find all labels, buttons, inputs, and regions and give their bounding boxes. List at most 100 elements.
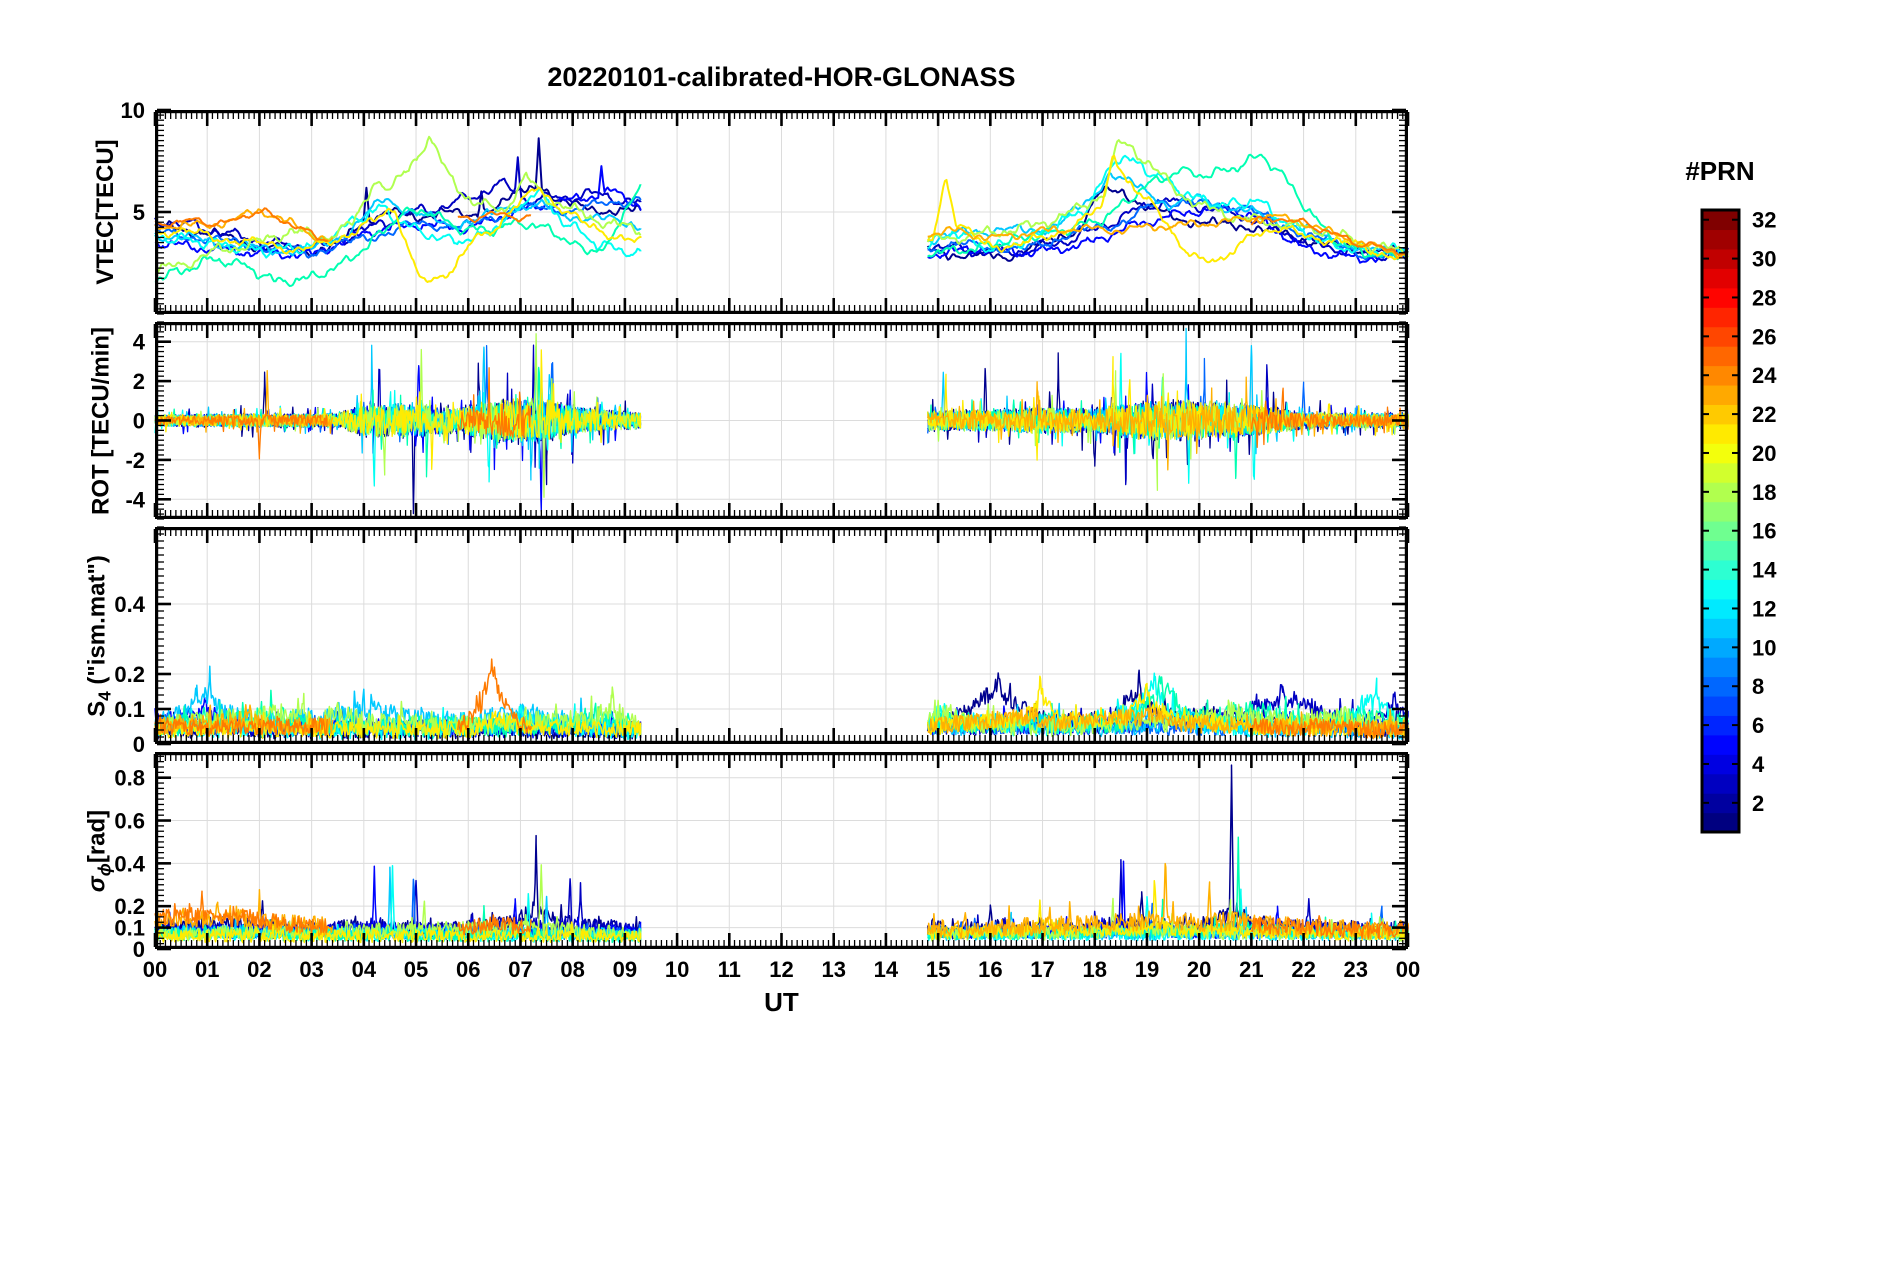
x-tick-label: 11 (717, 957, 741, 982)
colorbar-tick-label: 8 (1752, 674, 1764, 699)
y-tick-label: 0 (133, 409, 145, 434)
colorbar-tick-label: 4 (1752, 752, 1765, 777)
y-axis-label-sig: σϕ[rad] (81, 752, 114, 949)
colorbar-cell (1702, 540, 1739, 561)
colorbar-cell (1702, 754, 1739, 775)
colorbar-cell (1702, 346, 1739, 367)
x-tick-label: 13 (821, 957, 846, 982)
colorbar-tick-label: 16 (1752, 519, 1776, 544)
x-tick-label: 23 (1343, 957, 1369, 982)
series-prn-23 (154, 208, 1409, 260)
vtec-plot-panel: 10 5 (121, 98, 1410, 315)
colorbar-cell (1702, 423, 1739, 444)
colorbar-cell (1702, 521, 1739, 542)
colorbar-cell (1702, 462, 1739, 483)
colorbar-cell (1702, 618, 1739, 639)
y-axis-label-part: VTEC[TECU] (92, 139, 119, 285)
y-tick-label: 0 (133, 732, 145, 757)
colorbar-tick-label: 14 (1752, 558, 1777, 583)
colorbar-tick-label: 18 (1752, 480, 1776, 505)
colorbar-cell (1702, 676, 1739, 697)
colorbar-tick-label: 2 (1752, 791, 1764, 816)
series-prn-24 (154, 207, 1409, 256)
y-axis-label-part: ("ism.mat") (83, 554, 110, 691)
colorbar-tick-label: 30 (1752, 247, 1776, 272)
x-tick-label: 21 (1239, 957, 1264, 982)
x-tick-label: 00 (142, 957, 168, 982)
x-tick-label: 08 (560, 957, 585, 982)
colorbar-cell (1702, 657, 1739, 678)
colorbar-cell (1702, 773, 1739, 794)
y-axis-label-part: 4 (93, 690, 114, 701)
y-axis-label-vtec: VTEC[TECU] (90, 110, 122, 314)
x-tick-label: 10 (664, 957, 690, 982)
y-axis-label-part: [rad] (83, 809, 110, 863)
colorbar-title: #PRN (1685, 156, 1755, 186)
colorbar-tick-label: 32 (1752, 208, 1776, 233)
y-tick-label: 5 (133, 200, 145, 225)
x-tick-label: 01 (194, 957, 220, 982)
y-tick-label: 0.6 (114, 809, 145, 834)
y-tick-label: 0.8 (114, 766, 145, 791)
y-tick-label: -4 (125, 487, 145, 512)
colorbar-tick-label: 26 (1752, 324, 1776, 349)
colorbar-cell (1702, 482, 1739, 503)
series-prn-21 (154, 154, 1409, 283)
x-tick-label: 07 (508, 957, 533, 982)
rot-plot-panel: 4 2 0 -2 -4 (125, 321, 1410, 520)
colorbar-cell (1702, 307, 1739, 328)
y-axis-label-s4: S4 ("ism.mat") (81, 527, 114, 744)
y-axis-label-part: ROT [TECU/min] (87, 326, 114, 515)
y-tick-label: 0.2 (114, 894, 145, 919)
colorbar-cell (1702, 793, 1739, 814)
sig-plot-panel: 0.8 0.6 0.4 0.20.10 (114, 752, 1410, 962)
y-tick-label: 0.1 (114, 916, 145, 941)
x-tick-label: 00 (1395, 957, 1421, 982)
colorbar-cell (1702, 812, 1739, 833)
colorbar-cell (1702, 598, 1739, 619)
colorbar-cell (1702, 734, 1739, 755)
x-tick-label: 05 (403, 957, 429, 982)
x-tick-label: 18 (1082, 957, 1107, 982)
colorbar-cell (1702, 268, 1739, 289)
y-tick-label: 4 (133, 330, 146, 355)
y-axis-label-rot: ROT [TECU/min] (85, 322, 117, 519)
series-prn-23 (154, 370, 1409, 471)
colorbar-cell (1702, 365, 1739, 386)
colorbar-cell (1702, 501, 1739, 522)
y-tick-label: 10 (121, 98, 145, 123)
colorbar-cell (1702, 210, 1739, 231)
x-tick-label: 12 (769, 957, 794, 982)
series-prn-24 (154, 367, 1409, 460)
y-axis-label-part: S (83, 700, 110, 717)
x-tick-label: 17 (1030, 957, 1055, 982)
colorbar-cell (1702, 248, 1739, 269)
colorbar-cell (1702, 229, 1739, 250)
y-tick-label: 0.1 (114, 697, 145, 722)
colorbar-tick-label: 6 (1752, 713, 1764, 738)
figure-title: 20220101-calibrated-HOR-GLONASS (547, 62, 1016, 92)
colorbar-cell (1702, 384, 1739, 405)
y-tick-label: 0.2 (114, 662, 145, 687)
colorbar-tick-label: 28 (1752, 285, 1776, 310)
colorbar-cell (1702, 579, 1739, 600)
s4-plot-panel: 0.4 0.2 0.1 0 (114, 526, 1410, 757)
x-tick-label: 22 (1291, 957, 1316, 982)
colorbar-tick-label: 24 (1752, 363, 1777, 388)
y-tick-label: 0.4 (114, 592, 145, 617)
y-axis-label-part: σ (83, 875, 110, 892)
y-tick-label: 2 (133, 369, 145, 394)
y-tick-label: -2 (125, 448, 145, 473)
x-tick-label: 14 (873, 957, 899, 982)
colorbar-cell (1702, 715, 1739, 736)
colorbar-cell (1702, 443, 1739, 464)
colorbar-cell (1702, 404, 1739, 425)
colorbar-cell (1702, 695, 1739, 716)
series-prn-24 (154, 890, 1409, 939)
y-tick-label: 0 (133, 937, 145, 962)
series-prn-21 (154, 675, 1409, 740)
x-tick-label: 16 (978, 957, 1003, 982)
colorbar-cell (1702, 326, 1739, 347)
colorbar-tick-label: 12 (1752, 596, 1776, 621)
